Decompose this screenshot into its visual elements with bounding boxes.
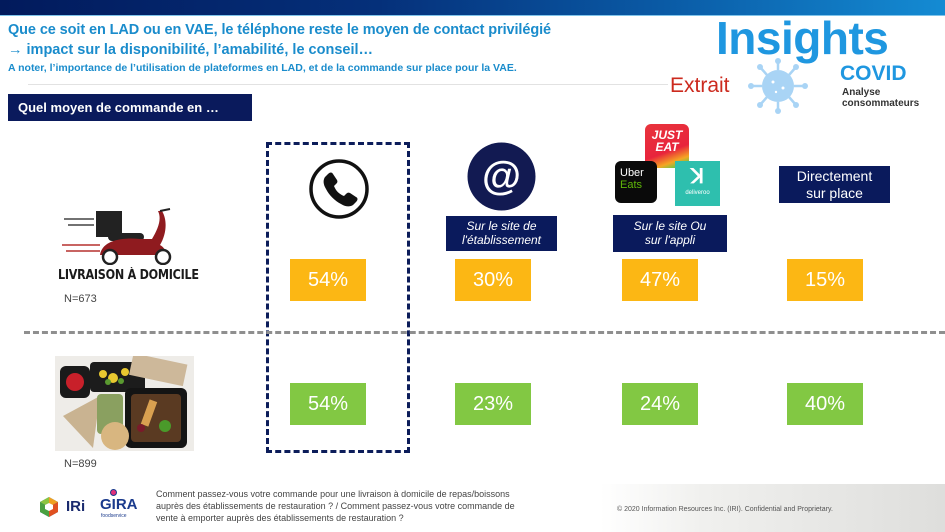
footer-question-line2: auprès des établissements de restauratio… xyxy=(156,501,515,511)
deliveroo-logo: ꓘ deliveroo xyxy=(675,161,720,206)
category-label-place: Directement sur place xyxy=(779,166,890,203)
row-label-lad: LIVRAISON À DOMICILE xyxy=(58,268,199,283)
brand-analyse-line1: Analyse xyxy=(842,87,881,98)
value-box-lad-3: 47% xyxy=(622,259,698,301)
gira-logo-text: GIRA xyxy=(100,496,138,513)
top-banner-line xyxy=(0,15,945,16)
uber-eats-logo: Uber Eats xyxy=(615,161,657,203)
deliveroo-kangaroo-icon: ꓘ xyxy=(690,166,705,188)
takeaway-food-image xyxy=(55,356,194,451)
uber-text: Uber xyxy=(620,167,644,179)
subheadline: A noter, l’importance de l’utilisation d… xyxy=(8,62,517,74)
value-box-lad-4: 15% xyxy=(787,259,863,301)
footer-question: Comment passez-vous votre commande pour … xyxy=(156,488,576,524)
sample-size-vae: N=899 xyxy=(64,458,97,470)
copyright-text: © 2020 Information Resources Inc. (IRI).… xyxy=(617,506,833,513)
value-box-vae-2: 23% xyxy=(455,383,531,425)
category-label-site-line2: l'établissement xyxy=(462,233,541,247)
headline-impact: → impact sur la disponibilité, l’amabili… xyxy=(8,42,374,58)
gira-logo-dot xyxy=(110,489,117,496)
footer-copyright-band xyxy=(600,484,945,532)
phone-icon xyxy=(309,159,369,219)
sample-size-lad: N=673 xyxy=(64,293,97,305)
eats-text: Eats xyxy=(620,179,643,191)
gira-logo-subtext: foodservice xyxy=(101,513,127,519)
virus-icon xyxy=(748,58,808,114)
delivery-scooter-icon xyxy=(62,208,172,265)
brand-analyse-line2: consommateurs xyxy=(842,98,920,109)
phone-highlight-box xyxy=(266,142,410,453)
iri-logo-icon xyxy=(40,497,58,517)
category-label-appli-line2: sur l'appli xyxy=(644,233,696,247)
category-label-site: Sur le site de l'établissement xyxy=(446,216,557,251)
row-separator xyxy=(24,331,945,334)
value-box-vae-4: 40% xyxy=(787,383,863,425)
deliveroo-text: deliveroo xyxy=(685,190,710,196)
value-box-vae-1: 54% xyxy=(290,383,366,425)
brand-analyse: Analyse consommateurs xyxy=(842,87,919,109)
header-divider xyxy=(28,84,668,85)
category-label-place-line1: Directement xyxy=(796,168,873,184)
extrait-label: Extrait xyxy=(670,74,730,97)
category-label-appli: Sur le site Ou sur l'appli xyxy=(613,215,727,252)
category-label-site-line1: Sur le site de xyxy=(466,219,537,233)
just-eat-logo: JUST EAT xyxy=(645,124,689,168)
category-label-place-line2: sur place xyxy=(806,185,863,201)
section-label: Quel moyen de commande en … xyxy=(8,94,252,121)
footer-question-line3: vente à emporter auprès des établissemen… xyxy=(156,513,404,523)
svg-text:@: @ xyxy=(482,154,521,198)
brand-covid: COVID xyxy=(840,62,907,85)
top-banner xyxy=(0,0,945,15)
iri-logo-text: IRi xyxy=(66,498,86,515)
brand-insights: Insights xyxy=(716,12,889,64)
value-box-vae-3: 24% xyxy=(622,383,698,425)
headline: Que ce soit en LAD ou en VAE, le télépho… xyxy=(8,22,551,38)
at-sign-icon: @ xyxy=(467,142,536,211)
just-eat-text-1: JUST xyxy=(651,128,683,142)
value-box-lad-2: 30% xyxy=(455,259,531,301)
just-eat-text-2: EAT xyxy=(655,140,679,154)
category-label-appli-line1: Sur le site Ou xyxy=(633,219,707,233)
value-box-lad-1: 54% xyxy=(290,259,366,301)
footer-question-line1: Comment passez-vous votre commande pour … xyxy=(156,489,510,499)
